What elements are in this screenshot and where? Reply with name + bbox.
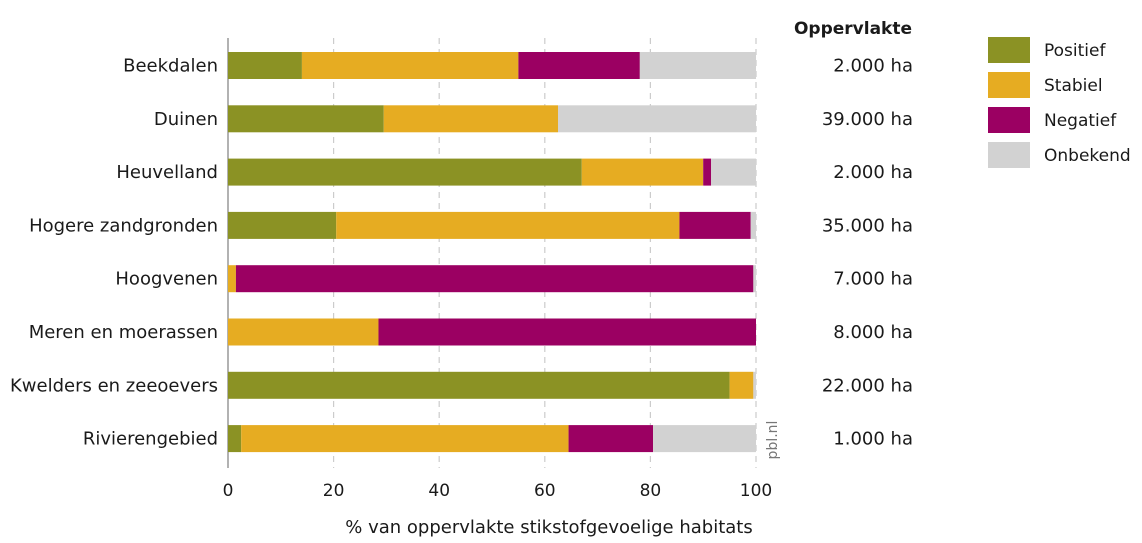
bar-segment-positief xyxy=(228,371,730,399)
legend-label: Onbekend xyxy=(1044,146,1131,166)
area-value: 39.000 ha xyxy=(822,109,913,130)
bar-segment-stabiel xyxy=(241,425,569,453)
bar-segment-stabiel xyxy=(228,318,379,346)
bar-segment-stabiel xyxy=(383,105,558,133)
grid xyxy=(227,38,757,468)
legend: Positief Stabiel Negatief Onbekend xyxy=(988,37,1131,168)
category-label: Kwelders en zeeoevers xyxy=(10,375,218,396)
bar-segment-stabiel xyxy=(301,52,519,79)
area-column: Oppervlakte 2.000 ha 39.000 ha 2.000 ha 35.… xyxy=(794,19,913,450)
bar-segment-positief xyxy=(228,105,384,133)
category-label: Beekdalen xyxy=(123,56,218,77)
area-value: 8.000 ha xyxy=(833,322,913,343)
x-axis-ticks: 0 20 40 60 80 100 xyxy=(223,481,773,501)
bar-segment-onbekend xyxy=(753,371,756,399)
category-label: Hogere zandgronden xyxy=(29,215,218,236)
bar-segment-negatief xyxy=(679,211,751,239)
legend-swatch-positief xyxy=(988,37,1030,63)
bar-segment-onbekend xyxy=(711,158,756,186)
bar-segment-stabiel xyxy=(336,211,680,239)
bar-segment-negatief xyxy=(378,318,756,346)
bar-segment-negatief xyxy=(518,52,640,79)
category-label: Heuvelland xyxy=(116,162,218,183)
bar-segment-stabiel xyxy=(228,265,236,293)
x-tick-label: 20 xyxy=(323,481,345,501)
bar-segment-positief xyxy=(228,425,242,453)
bars xyxy=(228,52,756,453)
bar-segment-negatief xyxy=(235,265,754,293)
x-tick-label: 80 xyxy=(640,481,662,501)
legend-label: Stabiel xyxy=(1044,76,1103,96)
bar-segment-positief xyxy=(228,158,582,186)
legend-label: Negatief xyxy=(1044,111,1117,131)
x-tick-label: 0 xyxy=(223,481,234,501)
bar-segment-positief xyxy=(228,52,302,79)
area-value: 35.000 ha xyxy=(822,215,913,236)
category-label: Hoogvenen xyxy=(115,269,218,290)
area-value: 7.000 ha xyxy=(833,269,913,290)
bar-segment-stabiel xyxy=(581,158,704,186)
bar-segment-stabiel xyxy=(729,371,754,399)
bar-segment-negatief xyxy=(568,425,654,453)
bar-segment-onbekend xyxy=(753,265,756,293)
legend-label: Positief xyxy=(1044,41,1106,61)
legend-swatch-stabiel xyxy=(988,72,1030,98)
area-value: 22.000 ha xyxy=(822,375,913,396)
category-labels: Beekdalen Duinen Heuvelland Hogere zandgron… xyxy=(10,56,218,450)
area-value: 1.000 ha xyxy=(833,429,913,450)
bar-segment-onbekend xyxy=(558,105,756,133)
area-value: 2.000 ha xyxy=(833,162,913,183)
bar-segment-onbekend xyxy=(750,211,756,239)
legend-swatch-negatief xyxy=(988,107,1030,133)
source-label: pbl.nl xyxy=(765,421,781,460)
bar-segment-negatief xyxy=(703,158,712,186)
legend-swatch-onbekend xyxy=(988,142,1030,168)
bar-segment-positief xyxy=(228,211,337,239)
category-label: Duinen xyxy=(154,109,218,130)
category-label: Meren en moerassen xyxy=(29,322,218,343)
category-label: Rivierengebied xyxy=(83,429,218,450)
x-tick-label: 60 xyxy=(534,481,556,501)
x-axis-title: % van oppervlakte stikstofgevoelige habi… xyxy=(345,517,752,538)
area-column-header: Oppervlakte xyxy=(794,19,912,39)
x-tick-label: 40 xyxy=(428,481,450,501)
bar-segment-onbekend xyxy=(639,52,756,79)
area-value: 2.000 ha xyxy=(833,56,913,77)
x-tick-label: 100 xyxy=(740,481,772,501)
bar-segment-onbekend xyxy=(653,425,756,453)
